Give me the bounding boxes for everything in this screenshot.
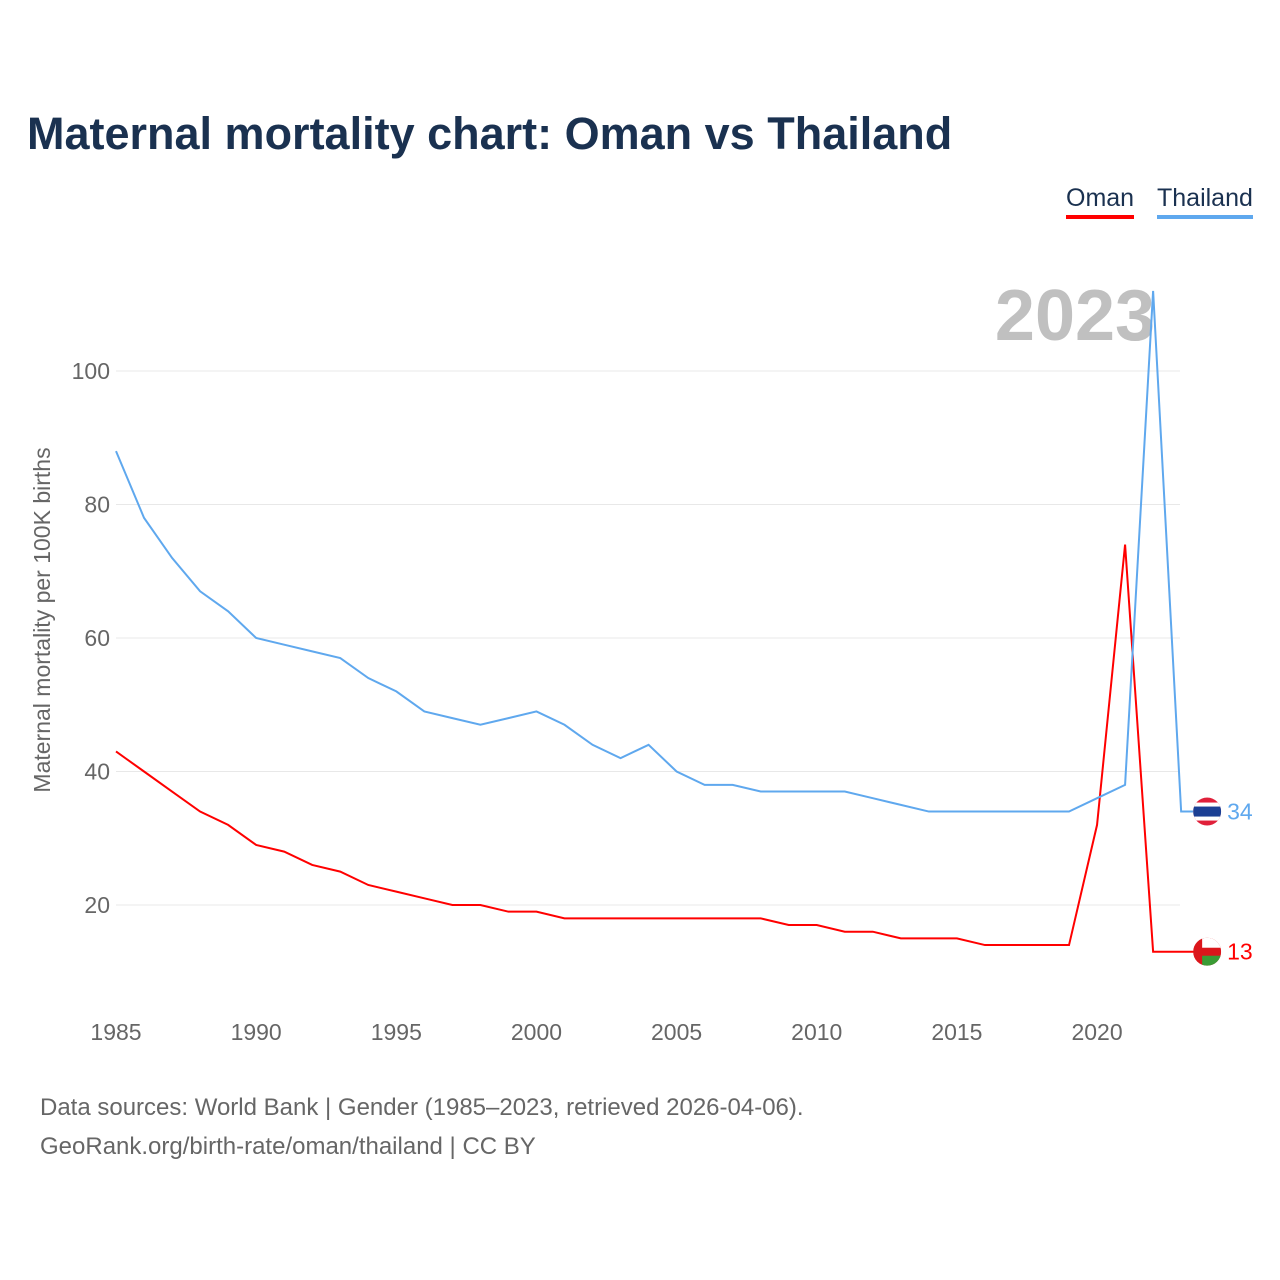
end-value-label-oman: 13 [1227, 939, 1253, 965]
x-tick-label: 2015 [931, 1019, 982, 1045]
source-note: Data sources: World Bank | Gender (1985–… [40, 1088, 804, 1166]
x-tick-label: 1985 [90, 1019, 141, 1045]
x-tick-label: 2020 [1071, 1019, 1122, 1045]
flag-icon-thailand [1193, 797, 1222, 826]
legend-thailand[interactable]: Thailand [1157, 184, 1253, 219]
y-tick-label: 100 [72, 358, 110, 384]
y-axis-label: Maternal mortality per 100K births [29, 447, 55, 792]
chart-title: Maternal mortality chart: Oman vs Thaila… [27, 108, 953, 159]
x-tick-label: 2000 [511, 1019, 562, 1045]
x-tick-label: 1990 [231, 1019, 282, 1045]
y-tick-label: 80 [84, 492, 110, 518]
flag-icon-oman [1193, 937, 1222, 966]
x-tick-label: 2005 [651, 1019, 702, 1045]
x-tick-label: 1995 [371, 1019, 422, 1045]
source-line-2[interactable]: GeoRank.org/birth-rate/oman/thailand | C… [40, 1133, 536, 1160]
y-tick-label: 40 [84, 759, 110, 785]
y-tick-label: 20 [84, 892, 110, 918]
legend-oman[interactable]: Oman [1066, 184, 1135, 219]
year-watermark: 2023 [995, 276, 1155, 356]
end-value-label-thailand: 34 [1227, 799, 1253, 825]
x-tick-label: 2010 [791, 1019, 842, 1045]
series-line-thailand [115, 290, 1204, 813]
source-line-1: Data sources: World Bank | Gender (1985–… [40, 1094, 804, 1121]
series-line-oman [115, 544, 1204, 953]
y-tick-label: 60 [84, 625, 110, 651]
